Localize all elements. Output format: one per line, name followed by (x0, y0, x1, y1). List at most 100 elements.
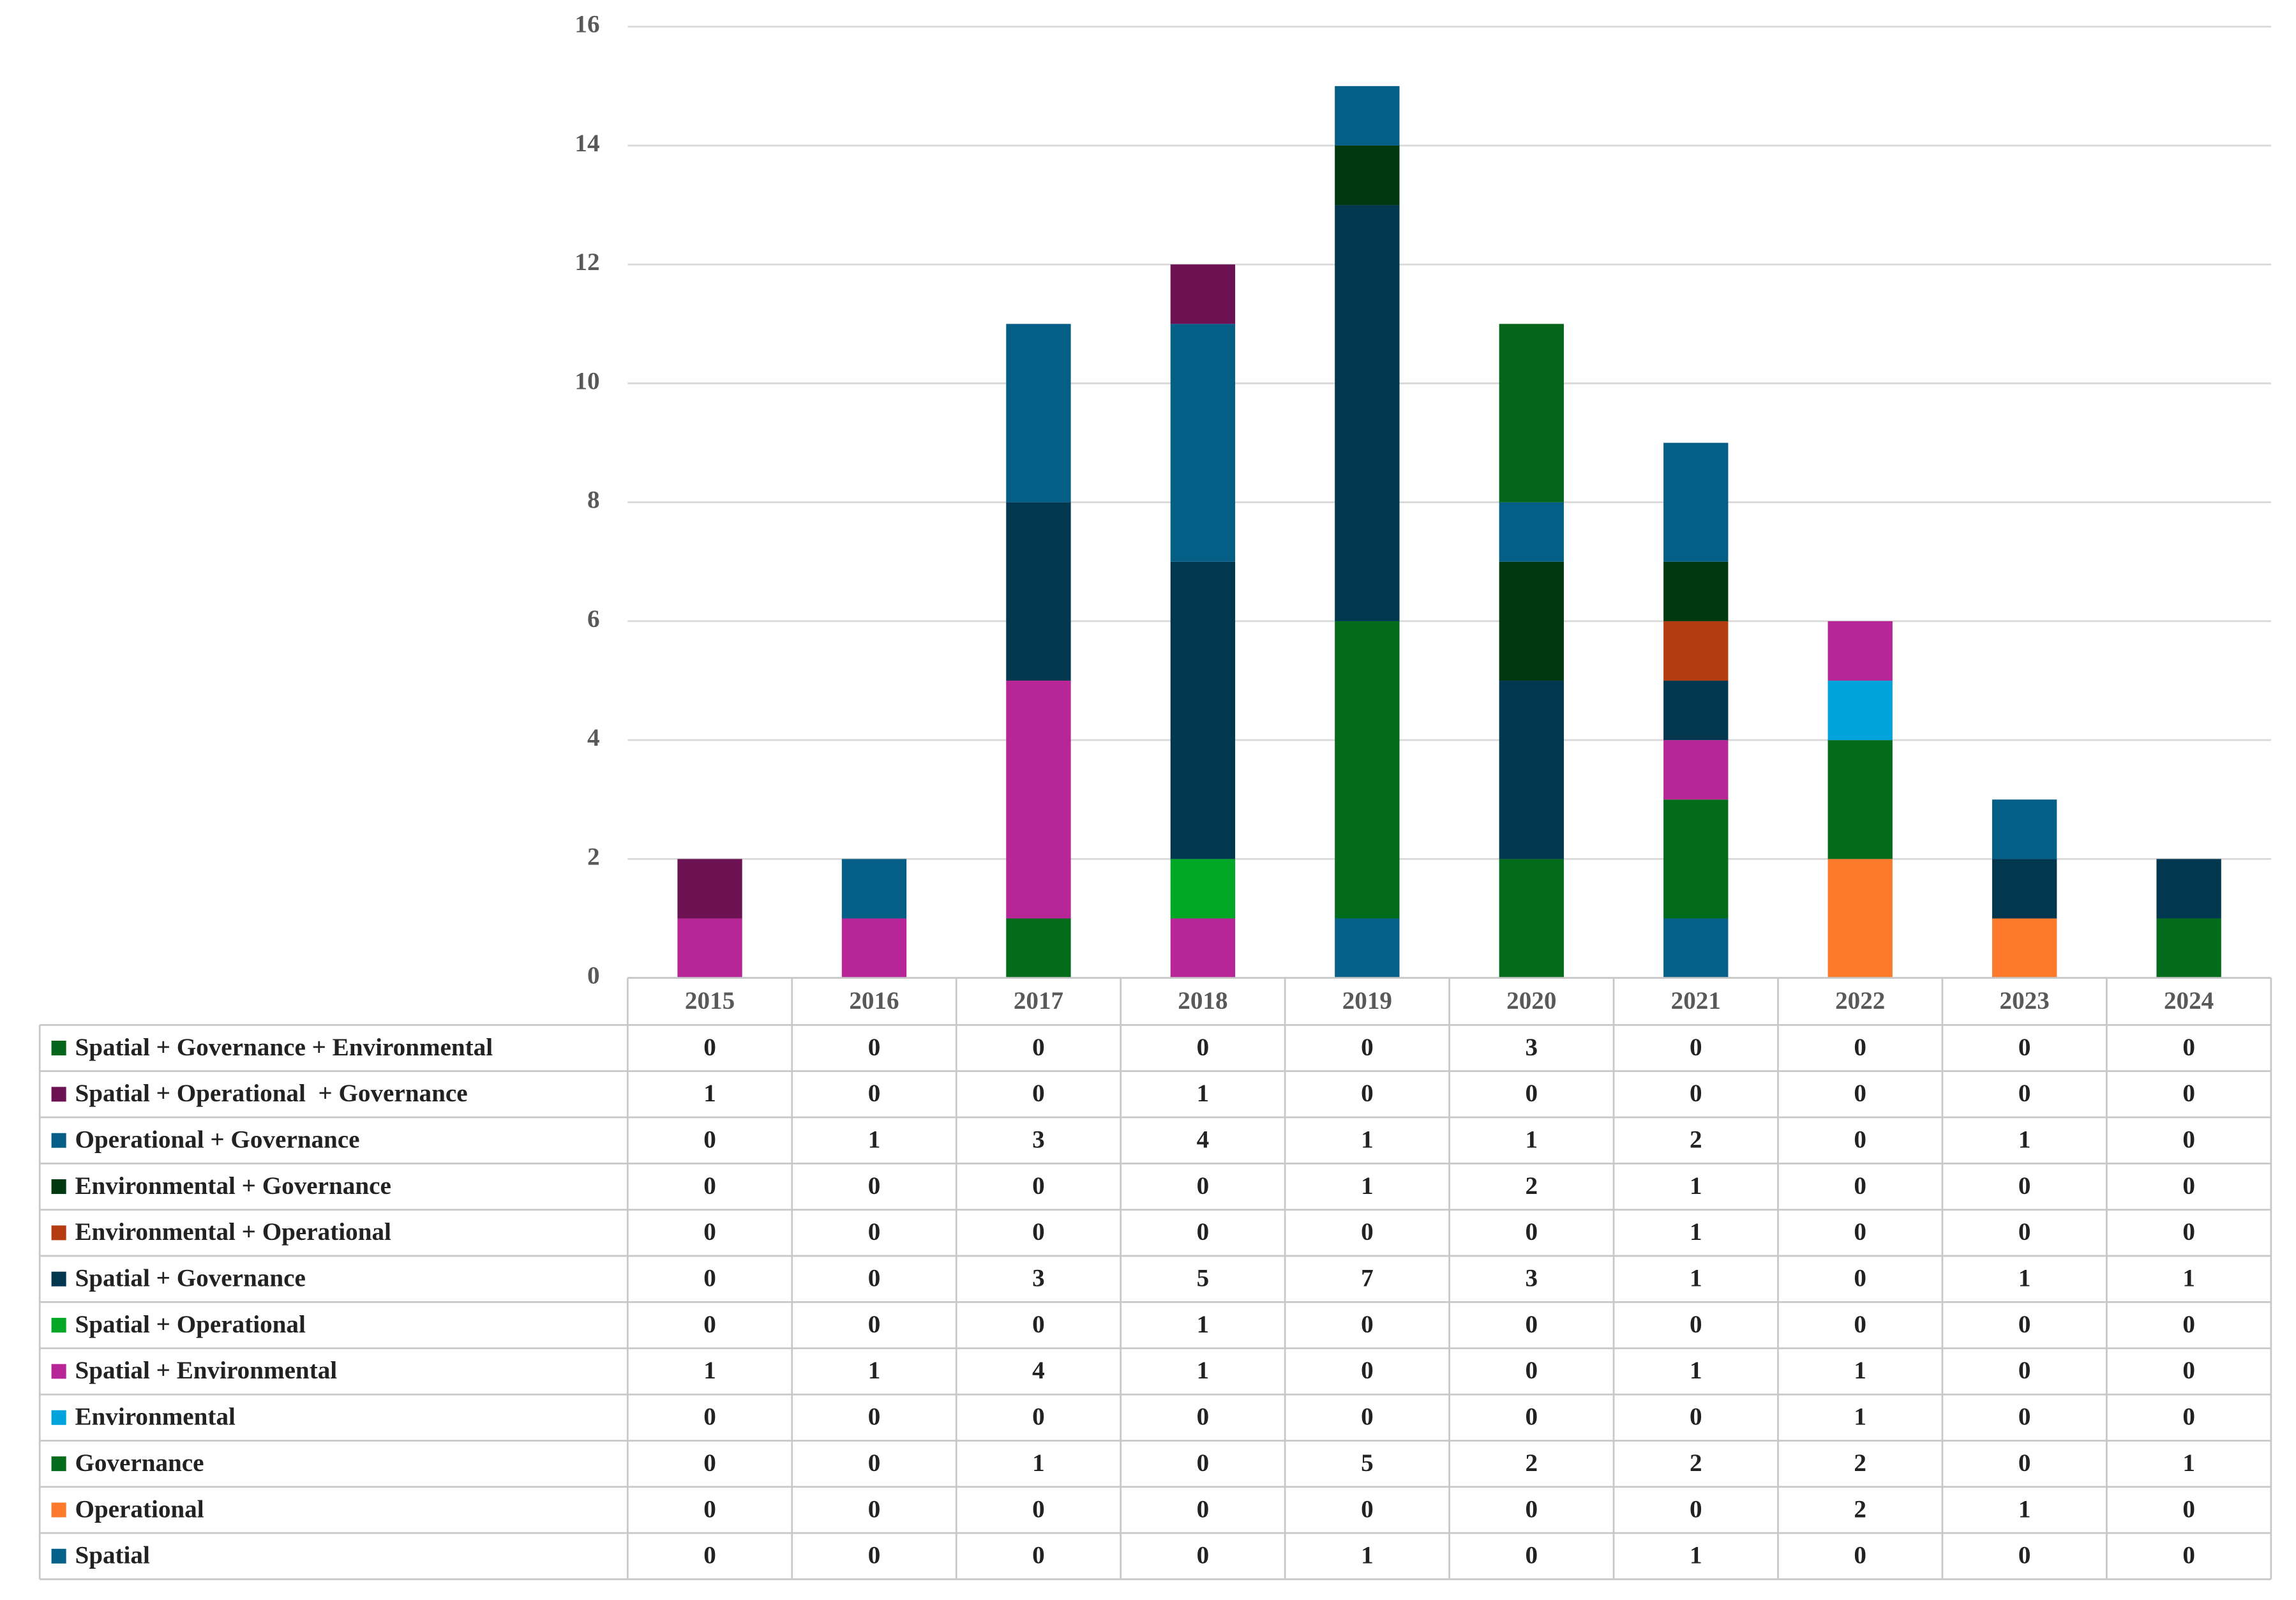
bar-segment (1006, 681, 1071, 919)
table-value: 0 (2182, 1311, 2195, 1338)
table-value: 0 (2182, 1126, 2195, 1153)
bar-segment (1663, 442, 1729, 562)
x-tick-label: 2020 (1506, 987, 1556, 1015)
legend-swatch (51, 1271, 66, 1287)
bar-segment (2156, 859, 2221, 919)
legend-label: Spatial + Operational (75, 1311, 306, 1338)
x-tick-label: 2018 (1178, 987, 1227, 1015)
y-tick-label: 10 (574, 367, 599, 395)
table-value: 0 (2018, 1403, 2031, 1431)
table-value: 0 (1197, 1218, 1210, 1246)
bar-segment (1006, 324, 1071, 502)
table-value: 0 (868, 1542, 881, 1569)
legend-label: Environmental (75, 1403, 236, 1431)
y-tick-label: 16 (574, 11, 599, 38)
y-tick-label: 12 (574, 248, 599, 276)
table-value: 1 (1526, 1126, 1538, 1153)
table-value: 1 (2018, 1126, 2031, 1153)
table-value: 0 (868, 1495, 881, 1523)
table-value: 0 (1526, 1403, 1538, 1431)
legend-swatch (51, 1502, 66, 1518)
table-value: 1 (1361, 1542, 1374, 1569)
table-value: 0 (2182, 1034, 2195, 1061)
bar-segment (1335, 86, 1400, 146)
table-value: 3 (1032, 1126, 1045, 1153)
table-value: 0 (1361, 1034, 1374, 1061)
table-value: 2 (1690, 1126, 1702, 1153)
table-value: 0 (1361, 1357, 1374, 1384)
table-value: 0 (1690, 1495, 1702, 1523)
table-value: 3 (1032, 1265, 1045, 1292)
table-value: 0 (1197, 1542, 1210, 1569)
bar-segment (1335, 205, 1400, 621)
table-value: 0 (1526, 1357, 1538, 1384)
x-tick-label: 2023 (2000, 987, 2050, 1015)
bar-segment (1170, 918, 1236, 978)
x-tick-label: 2021 (1671, 987, 1721, 1015)
table-value: 0 (1197, 1034, 1210, 1061)
table-value: 1 (703, 1080, 716, 1107)
table-value: 1 (868, 1357, 881, 1384)
table-value: 0 (1032, 1080, 1045, 1107)
bar-segment (1335, 918, 1400, 978)
table-value: 0 (703, 1218, 716, 1246)
bar-segment (2156, 918, 2221, 978)
table-value: 0 (703, 1034, 716, 1061)
bar-segment (677, 859, 742, 919)
legend-label: Operational (75, 1495, 204, 1523)
table-value: 0 (1361, 1080, 1374, 1107)
bar-segment (1499, 859, 1564, 978)
bar-segment (1663, 740, 1729, 800)
table-value: 0 (703, 1403, 716, 1431)
table-value: 2 (1854, 1449, 1866, 1477)
table-value: 0 (1690, 1403, 1702, 1431)
table-value: 0 (1526, 1542, 1538, 1569)
x-tick-label: 2024 (2164, 987, 2214, 1015)
table-value: 0 (1197, 1449, 1210, 1477)
table-value: 1 (1032, 1449, 1045, 1477)
table-value: 1 (1361, 1172, 1374, 1200)
table-value: 2 (1854, 1495, 1866, 1523)
table-value: 1 (2018, 1265, 2031, 1292)
y-tick-label: 14 (574, 130, 599, 157)
legend-label: Spatial + Operational + Governance (75, 1080, 467, 1107)
table-value: 1 (1690, 1357, 1702, 1384)
table-value: 0 (868, 1218, 881, 1246)
bar-segment (1992, 918, 2057, 978)
table-value: 0 (703, 1542, 716, 1569)
table-value: 0 (2018, 1034, 2031, 1061)
table-value: 7 (1361, 1265, 1374, 1292)
legend-label: Environmental + Operational (75, 1218, 391, 1246)
table-value: 0 (703, 1126, 716, 1153)
table-value: 1 (2018, 1495, 2031, 1523)
bar-segment (1499, 324, 1564, 502)
bar-segment (1827, 740, 1893, 859)
table-value: 1 (1197, 1080, 1210, 1107)
table-value: 2 (1526, 1449, 1538, 1477)
table-value: 0 (1032, 1218, 1045, 1246)
bar-segment (677, 918, 742, 978)
x-tick-label: 2019 (1342, 987, 1392, 1015)
bar-segment (1499, 561, 1564, 681)
legend-swatch (51, 1548, 66, 1564)
table-value: 0 (1854, 1311, 1866, 1338)
bar-segment (1827, 621, 1893, 681)
bar-segment (1499, 502, 1564, 562)
table-value: 5 (1361, 1449, 1374, 1477)
table-value: 0 (2182, 1218, 2195, 1246)
table-value: 0 (1526, 1218, 1538, 1246)
table-value: 0 (1197, 1172, 1210, 1200)
table-value: 0 (703, 1311, 716, 1338)
table-value: 2 (1690, 1449, 1702, 1477)
legend-swatch (51, 1040, 66, 1056)
legend-swatch (51, 1318, 66, 1333)
table-value: 0 (1032, 1034, 1045, 1061)
y-tick-label: 6 (587, 605, 600, 633)
table-value: 0 (2182, 1080, 2195, 1107)
table-value: 1 (868, 1126, 881, 1153)
table-value: 0 (703, 1495, 716, 1523)
bar-segment (1499, 681, 1564, 859)
table-value: 0 (1032, 1403, 1045, 1431)
table-value: 0 (1032, 1311, 1045, 1338)
